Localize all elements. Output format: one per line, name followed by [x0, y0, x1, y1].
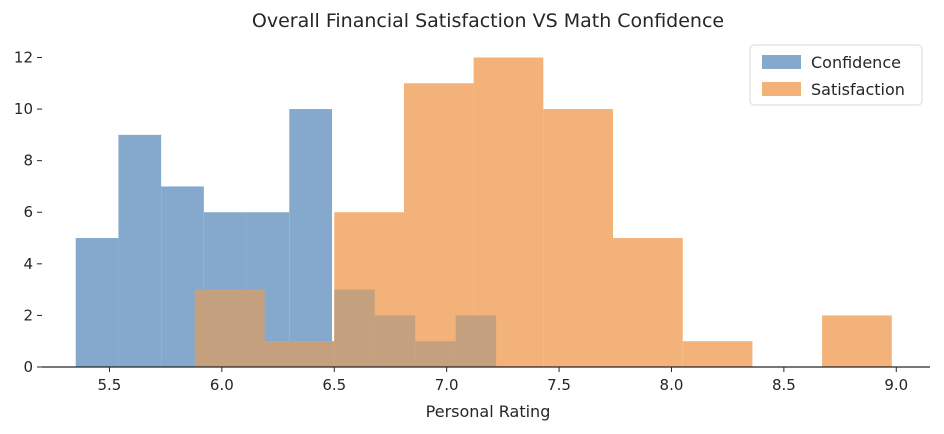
x-tick-label-5: 8.0	[660, 376, 684, 394]
legend-swatch-satisfaction	[762, 82, 801, 96]
satisfaction-bar-7	[682, 341, 753, 367]
y-tick-label-0: 0	[23, 358, 33, 376]
satisfaction-bar-9	[822, 315, 892, 367]
overlap-bar-1	[264, 341, 335, 367]
satisfaction-bar-6	[613, 238, 683, 367]
y-tick-label-4: 8	[23, 152, 33, 170]
legend: Confidence Satisfaction	[749, 44, 923, 106]
legend-label-confidence: Confidence	[811, 53, 901, 72]
x-axis: 5.5 6.0 6.5 7.0 7.5 8.0 8.5 9.0	[42, 366, 930, 394]
y-tick-label-1: 2	[23, 306, 33, 324]
confidence-bar-0	[75, 238, 119, 367]
y-tick-label-6: 12	[14, 48, 33, 66]
overlap-bar-0	[194, 289, 265, 367]
overlap-bar-2	[334, 289, 375, 367]
y-axis: 0 2 4 6 8 10 12	[14, 48, 42, 376]
legend-label-satisfaction: Satisfaction	[811, 80, 905, 99]
x-tick-label-0: 5.5	[98, 376, 122, 394]
overlap-series	[194, 289, 497, 367]
x-tick-label-6: 8.5	[772, 376, 796, 394]
confidence-bar-5	[289, 109, 333, 368]
chart-title: Overall Financial Satisfaction VS Math C…	[252, 10, 724, 32]
y-tick-label-3: 6	[23, 203, 33, 221]
y-tick-label-5: 10	[14, 100, 33, 118]
overlap-bar-3	[374, 315, 416, 367]
overlap-bar-5	[455, 315, 497, 367]
x-tick-label-3: 7.0	[435, 376, 459, 394]
confidence-bar-1	[118, 134, 162, 367]
x-tick-label-2: 6.5	[322, 376, 346, 394]
y-tick-label-2: 4	[23, 255, 33, 273]
legend-swatch-confidence	[762, 55, 801, 69]
x-axis-label: Personal Rating	[426, 402, 551, 421]
x-tick-label-7: 9.0	[884, 376, 908, 394]
x-tick-label-1: 6.0	[210, 376, 234, 394]
satisfaction-bar-5	[543, 109, 614, 368]
overlap-bar-4	[415, 341, 456, 367]
x-tick-label-4: 7.5	[547, 376, 571, 394]
